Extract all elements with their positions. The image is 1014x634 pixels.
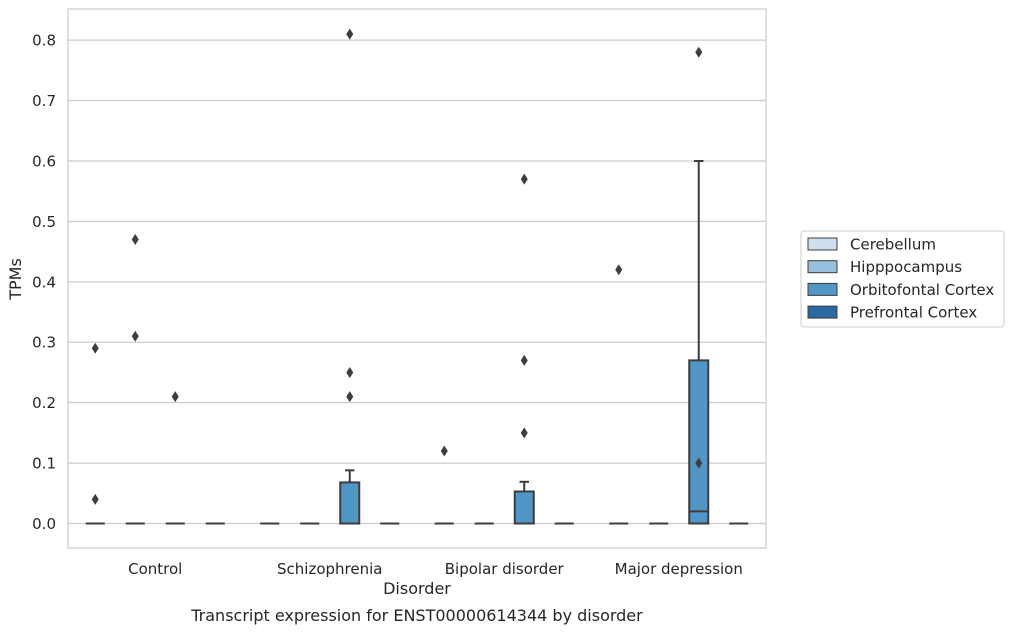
box-marks xyxy=(85,28,749,525)
outlier-point xyxy=(91,342,99,354)
box xyxy=(688,359,710,525)
y-tick-label: 0.3 xyxy=(32,334,56,352)
x-tick-label: Major depression xyxy=(615,560,743,578)
y-axis-ticks: 0.0 0.1 0.2 0.3 0.4 0.5 0.6 0.7 0.8 xyxy=(32,32,56,533)
legend-label: Hipppocampus xyxy=(850,258,962,276)
legend-label: Orbitofontal Cortex xyxy=(850,281,994,299)
y-tick-label: 0.1 xyxy=(32,455,56,473)
outlier-point xyxy=(91,493,99,505)
y-tick-label: 0.6 xyxy=(32,152,56,170)
outlier-point xyxy=(131,234,139,246)
y-tick-label: 0.2 xyxy=(32,394,56,412)
outlier-point xyxy=(695,457,703,469)
legend-swatch xyxy=(807,237,838,251)
box xyxy=(339,481,361,525)
x-axis-label: Disorder xyxy=(383,579,451,598)
outlier-point xyxy=(440,445,448,457)
legend-frame xyxy=(800,230,1005,328)
y-tick-label: 0.0 xyxy=(32,515,56,533)
outlier-point xyxy=(346,366,354,378)
y-tick-label: 0.7 xyxy=(32,92,56,110)
outlier-point xyxy=(346,28,354,40)
x-tick-label: Schizophrenia xyxy=(277,560,382,578)
legend-label: Cerebellum xyxy=(850,236,936,254)
figure-caption: Transcript expression for ENST0000061434… xyxy=(191,606,643,625)
gridlines xyxy=(68,39,766,525)
box xyxy=(513,490,535,525)
outlier-point xyxy=(520,354,528,366)
outlier-point xyxy=(615,264,623,276)
outlier-point xyxy=(695,46,703,58)
y-tick-label: 0.4 xyxy=(32,273,56,291)
legend: Cerebellum Hipppocampus Orbitofontal Corte… xyxy=(800,230,1005,328)
x-tick-label: Control xyxy=(128,560,182,578)
legend-label: Prefrontal Cortex xyxy=(850,304,977,322)
outlier-point xyxy=(131,330,139,342)
legend-swatch xyxy=(807,305,838,319)
x-tick-label: Bipolar disorder xyxy=(445,560,565,578)
y-tick-label: 0.8 xyxy=(32,32,56,50)
legend-swatch xyxy=(807,282,838,296)
x-axis-ticks: Control Schizophrenia Bipolar disorder Majo… xyxy=(128,560,743,578)
outlier-point xyxy=(171,391,179,403)
y-tick-label: 0.5 xyxy=(32,213,56,231)
outlier-point xyxy=(346,391,354,403)
legend-items: Cerebellum Hipppocampus Orbitofontal Corte… xyxy=(807,236,994,322)
y-axis-label: TPMs xyxy=(6,258,25,301)
plot-area-frame xyxy=(67,8,767,549)
legend-swatch xyxy=(807,260,838,274)
outlier-point xyxy=(520,173,528,185)
outlier-point xyxy=(520,427,528,439)
